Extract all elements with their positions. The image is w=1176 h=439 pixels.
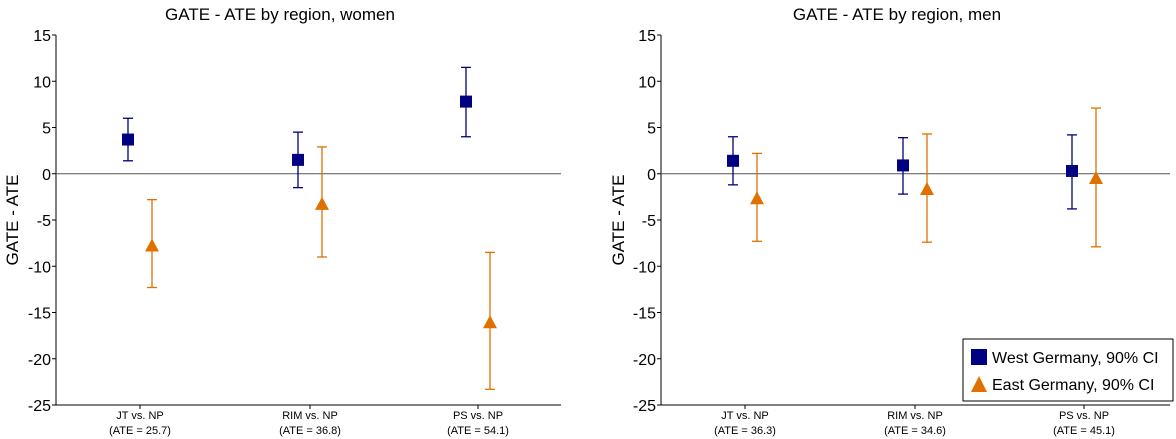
point-west (1066, 164, 1078, 177)
y-tick-label: -15 (633, 306, 656, 323)
y-tick-label: -25 (28, 398, 51, 415)
point-west (122, 133, 134, 146)
y-tick-label: -10 (633, 259, 656, 276)
x-tick-sublabel: (ATE = 36.3) (714, 425, 776, 437)
y-tick-label: -25 (633, 398, 656, 415)
y-tick-label: -20 (633, 352, 656, 369)
point-east (315, 196, 329, 210)
chart-title: GATE - ATE by region, men (793, 5, 1001, 24)
y-tick-label: 5 (42, 121, 51, 138)
x-tick-label: PS vs. NP (453, 410, 503, 422)
legend: West Germany, 90% CI East Germany, 90% CI (962, 338, 1174, 402)
x-tick-sublabel: (ATE = 45.1) (1053, 425, 1115, 437)
point-east (750, 191, 764, 205)
x-tick-label: PS vs. NP (1059, 410, 1109, 422)
y-axis-label: GATE - ATE (609, 175, 628, 266)
point-west (727, 154, 739, 167)
point-west (897, 159, 909, 172)
x-tick-sublabel: (ATE = 34.6) (884, 425, 946, 437)
y-tick-label: 10 (638, 74, 656, 91)
y-tick-label: -10 (28, 259, 51, 276)
series-east (145, 146, 497, 390)
x-tick-sublabel: (ATE = 54.1) (447, 425, 509, 437)
point-west (292, 153, 304, 166)
y-tick-label: 15 (638, 28, 656, 45)
legend-swatch-east (971, 376, 987, 392)
y-axis-label: GATE - ATE (3, 175, 22, 266)
series-east (750, 107, 1103, 248)
y-tick-label: -20 (28, 352, 51, 369)
point-west (460, 95, 472, 108)
chart-title: GATE - ATE by region, women (165, 5, 395, 24)
series-west (727, 134, 1078, 210)
legend-box (962, 338, 1174, 402)
point-east (145, 238, 159, 252)
x-tick-label: JT vs. NP (116, 410, 163, 422)
x-tick-sublabel: (ATE = 25.7) (109, 425, 171, 437)
y-tick-label: -15 (28, 306, 51, 323)
y-tick-label: 0 (42, 167, 51, 184)
legend-swatch-west (971, 349, 987, 365)
x-tick-label: RIM vs. NP (887, 410, 943, 422)
x-tick-sublabel: (ATE = 36.8) (279, 425, 341, 437)
y-tick-label: 0 (647, 167, 656, 184)
series-west (122, 66, 472, 189)
y-tick-label: -5 (642, 213, 656, 230)
x-tick-label: JT vs. NP (721, 410, 768, 422)
legend-label-east: East Germany, 90% CI (992, 377, 1154, 394)
y-tick-label: 5 (647, 121, 656, 138)
point-east (920, 182, 934, 196)
y-tick-label: -5 (37, 213, 51, 230)
point-east (1089, 170, 1103, 184)
legend-label-west: West Germany, 90% CI (992, 350, 1159, 367)
point-east (483, 315, 497, 329)
chart-panel-1: GATE - ATE by region, women GATE - ATE 15 1… (3, 5, 561, 437)
y-tick-label: 15 (33, 28, 51, 45)
y-tick-label: 10 (33, 74, 51, 91)
x-tick-label: RIM vs. NP (282, 410, 338, 422)
chart-panel-2: GATE - ATE by region, men GATE - ATE 15 10 5… (609, 5, 1174, 437)
